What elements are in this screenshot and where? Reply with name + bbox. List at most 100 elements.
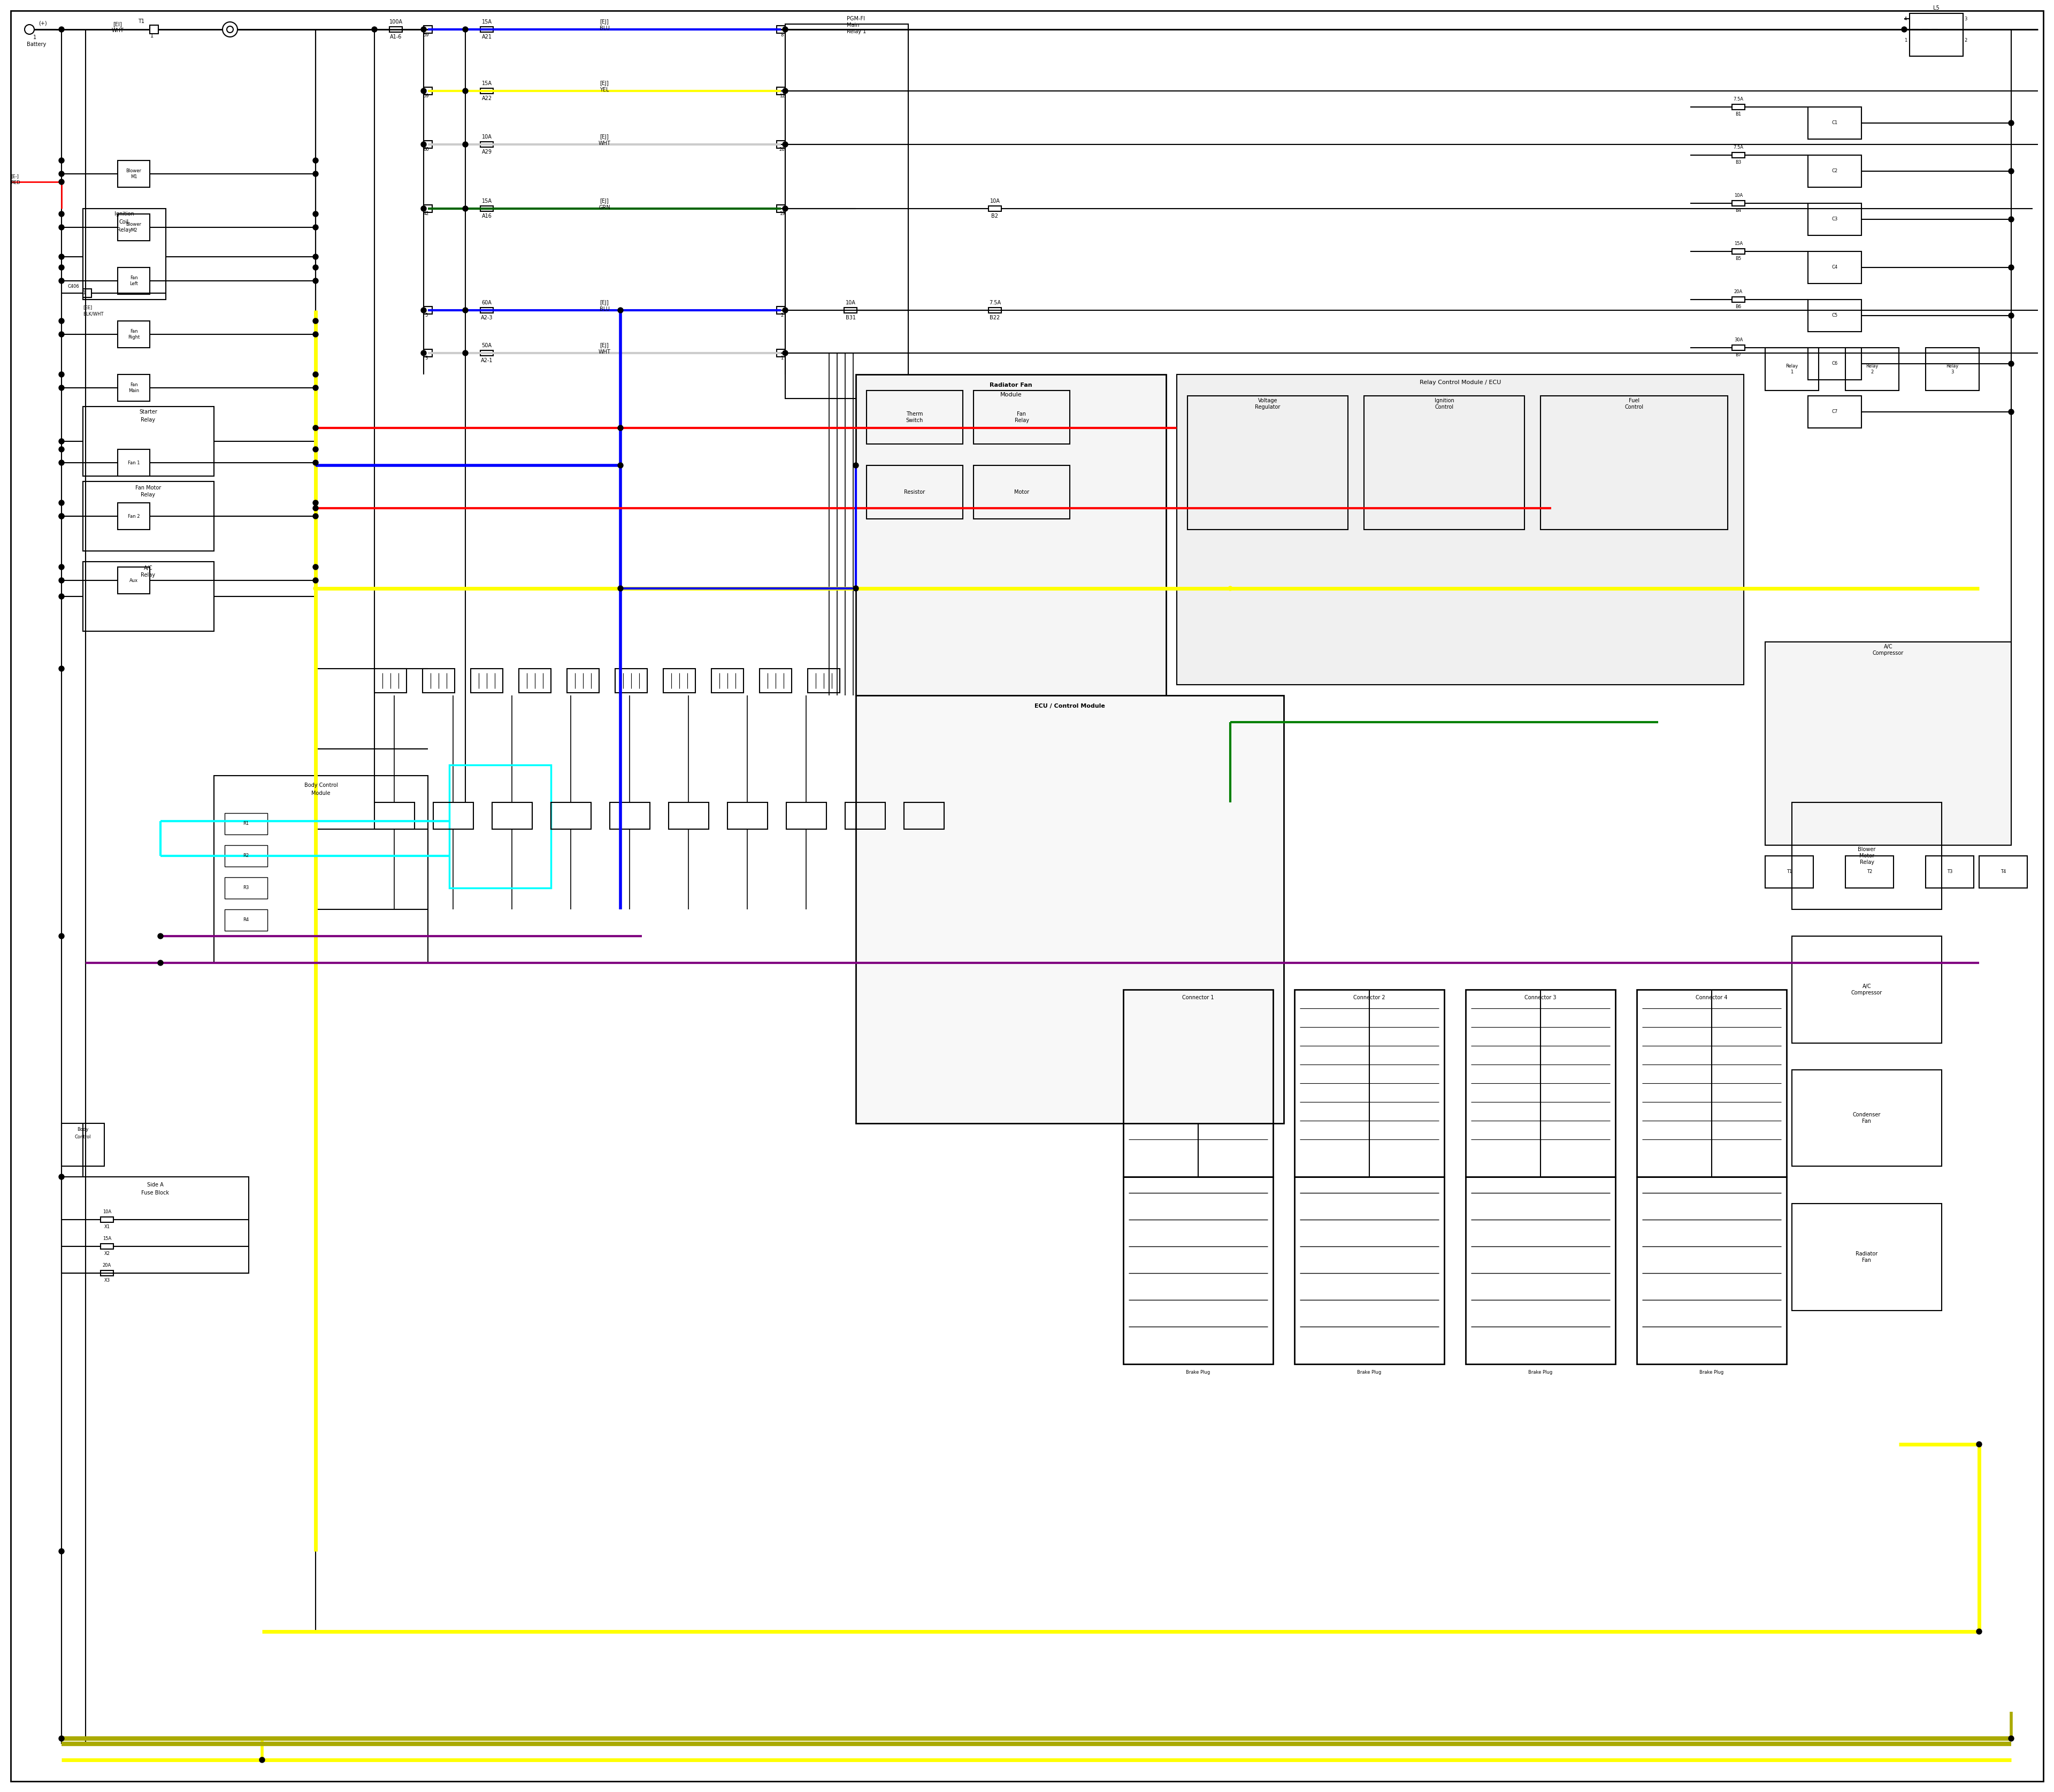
Text: 15A: 15A — [483, 199, 491, 204]
Circle shape — [421, 88, 427, 93]
Bar — [1791, 1204, 1941, 1310]
Circle shape — [25, 25, 35, 34]
Bar — [787, 803, 826, 830]
Text: A29: A29 — [483, 149, 491, 154]
Circle shape — [421, 27, 427, 32]
Bar — [1791, 1070, 1941, 1167]
Circle shape — [60, 514, 64, 520]
Circle shape — [462, 206, 468, 211]
Text: 7.5A: 7.5A — [1734, 97, 1744, 102]
Text: Brake Plug: Brake Plug — [1699, 1369, 1723, 1374]
Bar — [82, 482, 214, 550]
Bar — [1927, 348, 1980, 391]
Text: C6: C6 — [1832, 362, 1838, 366]
Text: 7.5A: 7.5A — [1734, 145, 1744, 151]
Bar — [117, 161, 150, 186]
Circle shape — [60, 385, 64, 391]
Bar — [1637, 1177, 1787, 1364]
Text: C1: C1 — [1832, 120, 1838, 125]
Bar — [82, 208, 166, 299]
Circle shape — [60, 211, 64, 217]
Text: 19: 19 — [778, 211, 785, 217]
Text: Radiator
Fan: Radiator Fan — [1855, 1251, 1877, 1263]
Bar — [867, 391, 963, 444]
Bar — [550, 803, 592, 830]
Text: 3: 3 — [425, 357, 427, 360]
Bar — [1808, 156, 1861, 186]
Bar — [776, 88, 785, 95]
Circle shape — [618, 586, 622, 591]
Circle shape — [618, 586, 622, 591]
Text: Connector 4: Connector 4 — [1697, 995, 1727, 1000]
Circle shape — [60, 278, 64, 283]
Bar — [776, 306, 785, 314]
Text: 1: 1 — [33, 34, 37, 39]
Bar — [974, 466, 1070, 520]
Bar — [433, 803, 472, 830]
Circle shape — [60, 27, 64, 32]
Bar — [776, 142, 785, 149]
Text: Body Control: Body Control — [304, 783, 337, 788]
Text: L5: L5 — [1933, 5, 1939, 11]
Text: 20A: 20A — [103, 1263, 111, 1269]
Circle shape — [312, 564, 318, 570]
Text: Blower
M2: Blower M2 — [125, 222, 142, 233]
Bar — [1732, 297, 1744, 303]
Text: ECU / Control Module: ECU / Control Module — [1035, 704, 1105, 710]
Circle shape — [60, 371, 64, 376]
Text: Relay: Relay — [117, 228, 131, 233]
Circle shape — [2009, 217, 2013, 222]
Bar — [1927, 857, 1974, 889]
Circle shape — [462, 351, 468, 357]
Text: Condenser
Fan: Condenser Fan — [1853, 1113, 1881, 1124]
Text: Main: Main — [846, 23, 859, 29]
Text: BLU: BLU — [600, 25, 610, 30]
Circle shape — [462, 308, 468, 314]
Circle shape — [618, 425, 622, 430]
Bar — [374, 668, 407, 694]
Circle shape — [60, 667, 64, 672]
Text: A/C
Compressor: A/C Compressor — [1873, 643, 1904, 656]
Bar — [481, 27, 493, 32]
Text: Relay Control Module / ECU: Relay Control Module / ECU — [1419, 380, 1501, 385]
Text: Body: Body — [78, 1127, 88, 1133]
Bar — [610, 803, 649, 830]
Circle shape — [783, 27, 789, 32]
Text: Fan
Left: Fan Left — [129, 276, 138, 287]
Circle shape — [421, 142, 427, 147]
Text: A1-6: A1-6 — [390, 34, 403, 39]
Text: BLK/WHT: BLK/WHT — [82, 312, 103, 317]
Bar — [1294, 1177, 1444, 1364]
Bar — [776, 204, 785, 213]
Bar — [423, 349, 431, 357]
Text: 15A: 15A — [1734, 242, 1742, 246]
Text: Fuel
Control: Fuel Control — [1625, 398, 1643, 410]
Bar — [520, 668, 550, 694]
Bar — [214, 776, 427, 962]
Bar — [1467, 1177, 1614, 1364]
Text: [EJ]: [EJ] — [600, 299, 608, 305]
Text: C2: C2 — [1832, 168, 1838, 174]
Text: [EJ]: [EJ] — [600, 199, 608, 204]
Text: Fan
Main: Fan Main — [127, 383, 140, 392]
Circle shape — [312, 158, 318, 163]
Circle shape — [2009, 265, 2013, 271]
Text: T1: T1 — [1787, 869, 1791, 874]
Text: 8: 8 — [781, 32, 783, 38]
Bar — [1124, 1177, 1273, 1364]
Text: Relay 1: Relay 1 — [846, 29, 867, 34]
Text: 10A: 10A — [103, 1210, 111, 1215]
Text: Motor: Motor — [1015, 489, 1029, 495]
Bar — [1844, 857, 1894, 889]
Circle shape — [1976, 1441, 1982, 1446]
Bar — [62, 1124, 105, 1167]
Text: B6: B6 — [1736, 305, 1742, 310]
Circle shape — [60, 1174, 64, 1179]
Bar — [117, 504, 150, 530]
Text: B7: B7 — [1736, 353, 1742, 358]
Bar — [150, 25, 158, 34]
Bar — [776, 25, 785, 34]
Text: Relay
2: Relay 2 — [1865, 364, 1877, 375]
Text: A16: A16 — [483, 213, 491, 219]
Bar — [785, 23, 908, 398]
